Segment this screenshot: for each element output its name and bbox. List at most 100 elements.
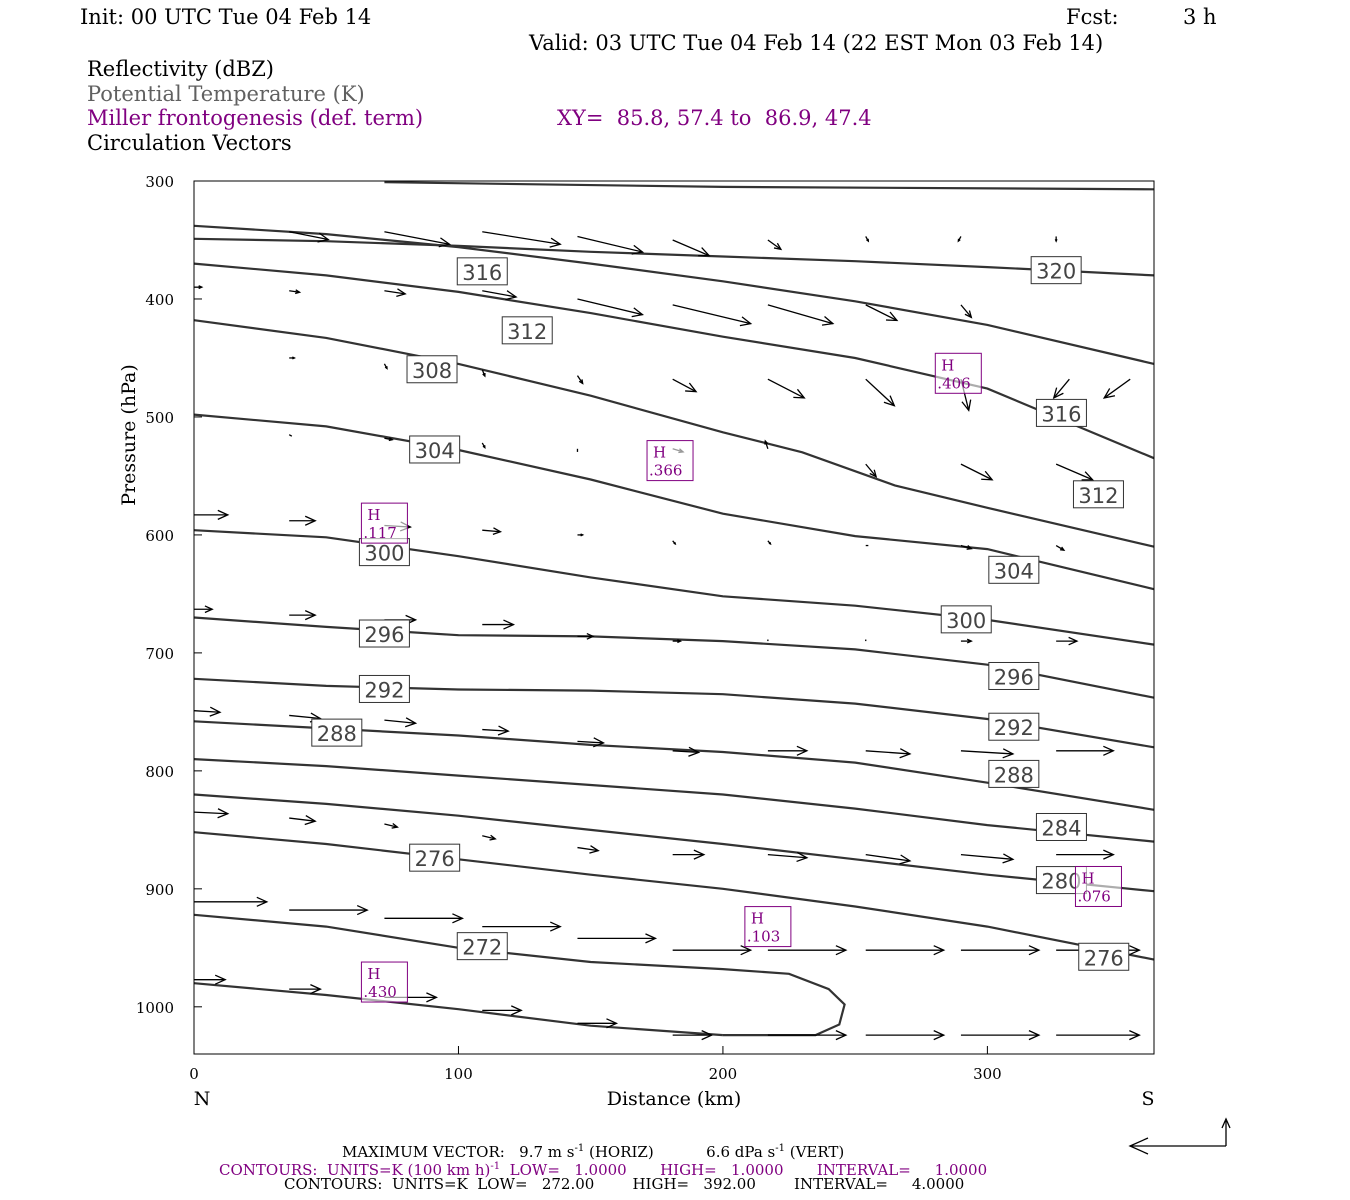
contour-label-15: 288 <box>988 759 1040 788</box>
circulation-vector-47 <box>194 605 214 614</box>
circulation-vector-20 <box>481 369 486 378</box>
isentrope-276-line-12 <box>193 831 1155 961</box>
high-value-1: .366 <box>649 462 682 480</box>
isentrope-320-line-1 <box>193 237 1155 277</box>
circulation-vector-46 <box>1055 544 1066 552</box>
circulation-vector-84 <box>865 945 946 956</box>
circulation-vector-48 <box>289 610 317 621</box>
y-tick-label-1: 400 <box>145 291 174 309</box>
circulation-vector-21 <box>576 375 584 385</box>
contour-label-text-13: 292 <box>994 716 1034 740</box>
high-value-5: .430 <box>363 983 396 1001</box>
y-tick-label-2: 500 <box>145 409 174 427</box>
circulation-vector-87 <box>194 974 227 985</box>
contours1-a: CONTOURS: UNITS=K (100 km h) <box>219 1161 491 1179</box>
circulation-vector-24 <box>865 378 896 407</box>
frontogenesis-high-3: H.103 <box>744 906 792 948</box>
circulation-vector-83 <box>767 945 848 956</box>
circulation-vector-41 <box>577 533 585 537</box>
circulation-vector-91 <box>577 1018 619 1029</box>
circulation-vectors <box>193 231 1141 1041</box>
frontogenesis-high-1: H.366 <box>646 440 694 482</box>
circulation-vector-59 <box>384 717 418 728</box>
x-tick-label-2: 200 <box>709 1065 738 1083</box>
high-value-4: .076 <box>1077 887 1110 905</box>
circulation-vector-38 <box>289 515 317 526</box>
circulation-vector-61 <box>577 737 606 748</box>
plot-frame <box>193 180 1155 1055</box>
y-tick-label-4: 700 <box>145 645 174 663</box>
isentrope-308-line-4 <box>193 319 1155 548</box>
contour-label-text-16: 284 <box>1041 816 1081 840</box>
contour-label-13: 292 <box>988 712 1040 741</box>
circulation-vector-51 <box>577 632 595 640</box>
contour-label-16: 284 <box>1035 812 1087 841</box>
circulation-vector-63 <box>767 745 809 756</box>
high-letter-4: H <box>1081 869 1094 887</box>
high-value-3: .103 <box>747 928 780 946</box>
circulation-vector-29 <box>384 437 394 442</box>
circulation-vector-33 <box>764 439 769 450</box>
circulation-vector-7 <box>957 236 962 243</box>
circulation-vector-85 <box>960 945 1041 956</box>
circulation-vector-6 <box>865 236 870 243</box>
circulation-vector-82 <box>672 945 753 956</box>
isentrope-lines <box>193 181 1155 1037</box>
contour-labels: 316 320 312 308 316 304 312 300 304 300 296 296 292 2… <box>311 256 1130 971</box>
isentrope-272-line-13 <box>193 913 846 1037</box>
high-value-2: .117 <box>363 524 396 542</box>
contour-label-text-17: 276 <box>415 847 455 871</box>
circulation-vector-75 <box>960 853 1015 864</box>
max-vert-unit: (VERT) <box>784 1143 845 1161</box>
circulation-vector-55 <box>960 638 973 644</box>
circulation-vector-19 <box>383 363 388 370</box>
max-vector-line: MAXIMUM VECTOR: 9.7 m s-1 (HORIZ) 6.6 dP… <box>342 1140 844 1161</box>
contour-label-11: 296 <box>988 661 1040 690</box>
endpoint-left: N <box>194 1088 211 1110</box>
circulation-vector-70 <box>482 834 497 841</box>
max-vert-exp: -1 <box>775 1143 785 1154</box>
contour-label-8: 304 <box>988 555 1040 584</box>
circulation-vector-30 <box>481 442 486 449</box>
circulation-vector-65 <box>960 748 1015 759</box>
contour-label-text-11: 296 <box>994 665 1034 689</box>
contour-label-text-4: 316 <box>1041 402 1081 426</box>
max-vert: 6.6 dPa s <box>706 1143 776 1161</box>
valid-time: Valid: 03 UTC Tue 04 Feb 14 (22 EST Mon … <box>529 31 1104 55</box>
circulation-vector-36 <box>1055 463 1095 481</box>
circulation-vector-4 <box>672 239 711 257</box>
y-tick-label-7: 1000 <box>136 999 174 1017</box>
contour-label-text-0: 316 <box>462 261 502 285</box>
contours-theta: CONTOURS: UNITS=K LOW= 272.00 HIGH= 392.… <box>284 1175 965 1193</box>
isentrope-268-line-14 <box>193 982 723 1037</box>
circulation-vector-13 <box>577 298 645 318</box>
high-value-0: .406 <box>937 374 970 392</box>
circulation-vector-69 <box>384 822 399 829</box>
circulation-vector-93 <box>767 1030 848 1041</box>
y-tick-label-0: 300 <box>145 173 174 191</box>
isentrope-292-line-8 <box>193 677 1155 749</box>
contour-label-3: 308 <box>406 355 458 384</box>
circulation-vector-60 <box>482 725 510 736</box>
circulation-vector-15 <box>767 304 835 326</box>
contour-label-4: 316 <box>1035 398 1087 427</box>
contour-label-10: 296 <box>358 619 410 648</box>
circulation-vector-57 <box>193 706 222 717</box>
contour-label-text-2: 312 <box>507 320 547 344</box>
endpoint-right: S <box>1141 1088 1154 1110</box>
circulation-vector-74 <box>865 853 912 865</box>
circulation-vector-16 <box>865 304 899 322</box>
contour-label-text-3: 308 <box>412 359 452 383</box>
circulation-vector-80 <box>482 921 562 932</box>
contour-label-17: 276 <box>409 843 461 872</box>
circulation-vector-34 <box>865 463 878 478</box>
circulation-vector-64 <box>865 748 912 759</box>
contour-label-6: 312 <box>1072 480 1124 509</box>
circulation-vector-45 <box>960 544 973 550</box>
frontogenesis-high-4: H.076 <box>1074 865 1122 907</box>
circulation-vector-96 <box>1056 1030 1141 1041</box>
x-tick-label-3: 300 <box>973 1065 1002 1083</box>
contour-label-0: 316 <box>456 257 508 286</box>
contour-label-12: 292 <box>358 674 410 703</box>
